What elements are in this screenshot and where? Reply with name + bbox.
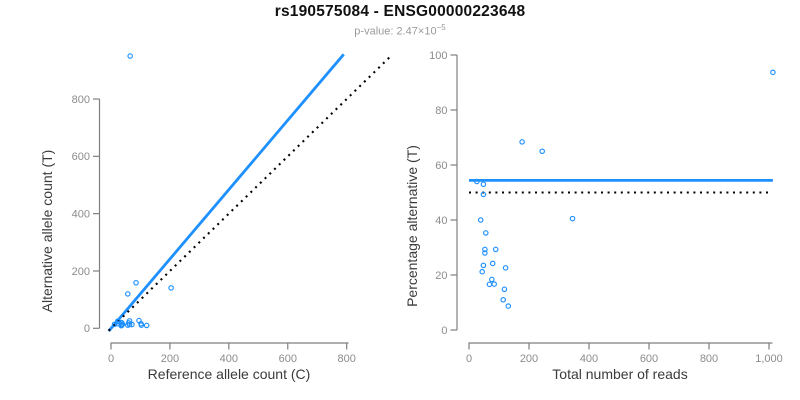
data-point (505, 303, 512, 309)
data-point (477, 217, 484, 223)
data-point (770, 69, 776, 76)
x-tick-label: 0 (466, 353, 472, 365)
data-point (143, 322, 150, 329)
data-point (502, 265, 509, 271)
y-tick-label: 80 (435, 105, 447, 117)
x-tick-label: 600 (279, 353, 297, 365)
data-point (489, 260, 496, 267)
x-tick-label: 200 (520, 353, 538, 365)
data-point (482, 250, 488, 256)
data-point (482, 246, 488, 253)
x-tick-label: 800 (700, 353, 718, 365)
plot-title: rs190575084 - ENSG00000223648 (274, 3, 526, 20)
x-tick-label: 800 (338, 353, 356, 365)
data-point (489, 276, 495, 283)
data-point (492, 246, 499, 253)
data-point (500, 296, 506, 303)
y-tick-label: 400 (72, 208, 90, 220)
data-point (474, 178, 480, 185)
data-point (569, 215, 576, 222)
identity-line (107, 55, 392, 332)
pvalue-text: p-value: 2.47×10 (354, 25, 437, 38)
data-point (118, 322, 125, 329)
y-tick-label: 0 (84, 323, 90, 335)
x-tick-label: 600 (640, 353, 658, 365)
x-tick-label: 200 (161, 353, 179, 365)
y-axis-title: Alternative allele count (T) (39, 150, 55, 313)
data-point (479, 268, 485, 275)
pvalue-subtitle: p-value: 2.47×10−5 (0, 23, 800, 38)
data-point (486, 281, 493, 288)
data-point (111, 321, 118, 328)
y-tick-label: 100 (429, 50, 447, 62)
data-point (125, 291, 131, 297)
data-point (133, 279, 139, 286)
data-point (480, 181, 487, 188)
y-axis-title: Percentage alternative (T) (404, 145, 420, 307)
data-point (480, 262, 487, 269)
fitted-allelic-ratio-line (107, 53, 345, 333)
x-axis-title: Total number of reads (552, 366, 687, 382)
data-point (138, 322, 145, 328)
data-point (519, 139, 525, 145)
pvalue-exponent: −5 (436, 23, 446, 32)
y-tick-label: 800 (72, 94, 90, 106)
y-tick-label: 40 (435, 215, 447, 227)
y-tick-label: 60 (435, 160, 447, 172)
plot-header: rs190575084 - ENSG00000223648 p-value: 2… (0, 0, 800, 38)
x-axis-title: Reference allele count (C) (148, 366, 311, 382)
y-tick-label: 200 (72, 266, 90, 278)
data-point (126, 321, 133, 328)
data-point (501, 286, 508, 293)
x-tick-label: 1,000 (755, 353, 783, 365)
x-tick-label: 0 (108, 353, 114, 365)
x-tick-label: 400 (220, 353, 238, 365)
data-point (483, 230, 489, 236)
y-tick-label: 0 (441, 325, 447, 337)
y-tick-label: 600 (72, 151, 90, 163)
percentage-reads-scatter-panel: 0 200 400 600 800 1,000 0 20 40 60 80 100 Total numb… (404, 50, 783, 382)
data-point (129, 321, 135, 328)
data-point (168, 285, 174, 291)
data-point (480, 191, 487, 198)
data-point (127, 53, 133, 59)
data-point (539, 148, 545, 155)
allele-count-scatter-panel: 0 200 400 600 800 0 200 400 600 800 Reference alle… (39, 53, 392, 382)
y-tick-label: 20 (435, 270, 447, 282)
x-tick-label: 400 (580, 353, 598, 365)
data-point (491, 281, 497, 287)
